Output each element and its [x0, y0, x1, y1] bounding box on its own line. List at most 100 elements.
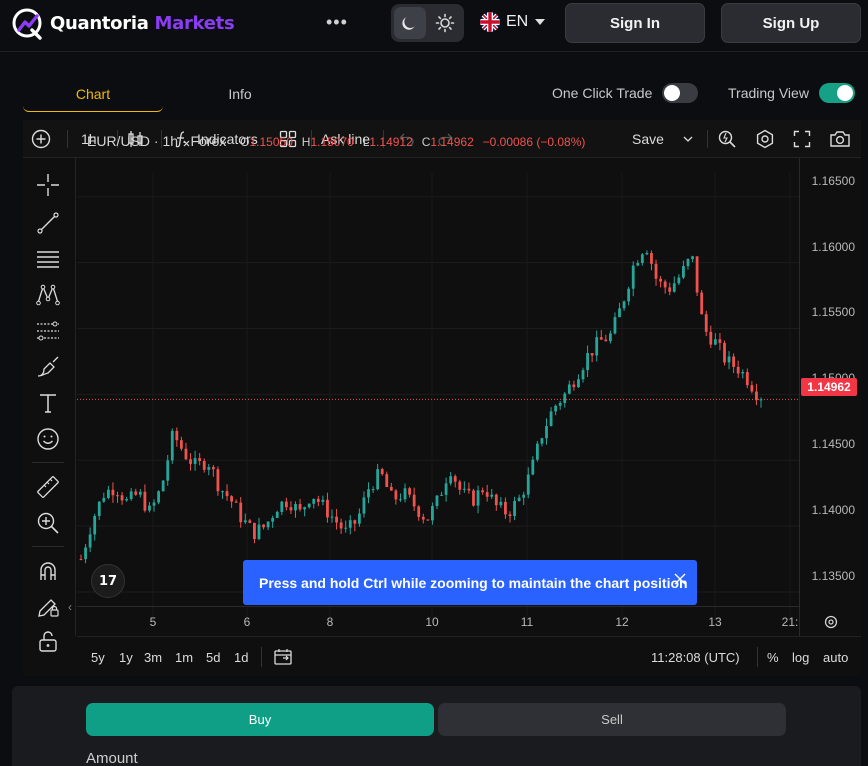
save-button[interactable]: Save: [632, 120, 664, 158]
range-1y[interactable]: 1y: [119, 650, 133, 665]
trading-view-switch[interactable]: [818, 83, 855, 103]
candle-body: [613, 317, 617, 334]
candle-body: [326, 499, 329, 518]
candle-body: [408, 488, 411, 495]
candle-body: [494, 494, 498, 506]
clock-time[interactable]: 11:28:08 (UTC): [651, 650, 740, 665]
tab-info[interactable]: Info: [228, 86, 252, 102]
axis-settings-icon[interactable]: [823, 614, 839, 635]
lock-drawings-tool[interactable]: [35, 594, 61, 620]
dark-mode-option[interactable]: [394, 7, 426, 39]
zoom-in-tool[interactable]: [35, 510, 61, 536]
candlestick-plot[interactable]: [77, 158, 799, 636]
collapse-toolbar-icon[interactable]: ‹: [68, 600, 72, 614]
candle-body: [526, 474, 530, 495]
fib-tool[interactable]: [35, 318, 61, 344]
candle-body: [120, 495, 124, 501]
price-axis[interactable]: 1.165001.160001.155001.150001.145001.140…: [799, 158, 861, 636]
candle-body: [590, 353, 594, 356]
percent-scale-toggle[interactable]: %: [767, 650, 779, 665]
light-mode-option[interactable]: [430, 7, 462, 39]
range-1m[interactable]: 1m: [175, 650, 194, 665]
candle-body: [134, 491, 138, 495]
log-scale-toggle[interactable]: log: [792, 650, 810, 665]
current-price-tag: 1.14962: [801, 378, 857, 396]
layouts-button[interactable]: [279, 120, 297, 158]
one-click-trade-switch[interactable]: [662, 83, 699, 103]
magnet-tool[interactable]: [35, 558, 61, 584]
plus-circle-icon: [31, 129, 51, 149]
range-3m[interactable]: 3m: [144, 650, 163, 665]
redo-button[interactable]: [437, 120, 453, 158]
candle-body: [189, 459, 192, 464]
candle-body: [458, 481, 462, 490]
ruler-tool[interactable]: [35, 474, 61, 500]
emoji-tool[interactable]: [35, 426, 61, 452]
undo-button[interactable]: [399, 120, 415, 158]
ruler-icon: [37, 476, 59, 498]
go-to-date-button[interactable]: [273, 647, 293, 670]
candle-body: [166, 460, 170, 481]
pattern-tool[interactable]: [35, 282, 61, 308]
x-tick-label: 8: [326, 615, 334, 629]
range-5d[interactable]: 5d: [206, 650, 221, 665]
camera-icon: [830, 131, 850, 147]
settings-button[interactable]: [755, 120, 775, 158]
interval-button[interactable]: 1h: [81, 131, 97, 147]
candle-body: [755, 391, 758, 401]
text-tool[interactable]: [35, 390, 61, 416]
trend-line-tool[interactable]: [35, 210, 61, 236]
language-selector[interactable]: EN: [480, 12, 546, 32]
crosshair-tool[interactable]: [35, 172, 61, 198]
fullscreen-button[interactable]: [793, 120, 811, 158]
candle-body: [111, 489, 115, 496]
crosshair-icon: [37, 174, 59, 196]
time-axis[interactable]: 5 6 8 10 11 12 13 21:: [77, 606, 799, 636]
horizontal-lines-tool[interactable]: [35, 246, 61, 272]
auto-scale-toggle[interactable]: auto: [823, 650, 849, 665]
sign-up-button[interactable]: Sign Up: [721, 3, 861, 43]
candle-body: [106, 489, 110, 498]
indicators-label: Indicators: [197, 131, 258, 147]
candle-body: [170, 430, 174, 461]
drawing-toolbar: [23, 158, 76, 636]
candle-body: [741, 372, 745, 374]
candle-body: [294, 504, 297, 511]
add-symbol-button[interactable]: [31, 120, 51, 158]
tab-chart[interactable]: Chart: [23, 76, 163, 112]
range-5y[interactable]: 5y: [91, 650, 105, 665]
chart-toolbar: 1h Indicators Ask line Save: [23, 120, 861, 158]
candle-body: [472, 490, 475, 506]
candle-body: [572, 384, 576, 388]
candle-body: [504, 501, 507, 515]
sign-in-button[interactable]: Sign In: [565, 3, 705, 43]
more-dots-icon[interactable]: •••: [326, 12, 348, 32]
brush-tool[interactable]: [35, 354, 61, 380]
range-1d[interactable]: 1d: [234, 650, 249, 665]
candle-body: [531, 459, 535, 475]
chart-type-button[interactable]: [127, 120, 145, 158]
candle-body: [211, 467, 215, 470]
open-value: 1.15050: [249, 135, 293, 149]
logo[interactable]: Quantoria Markets: [10, 6, 235, 40]
quick-search-button[interactable]: [717, 120, 737, 158]
unlock-icon[interactable]: [37, 630, 59, 657]
candle-body: [129, 491, 133, 500]
symbol-label[interactable]: EUR/USD · 1h · Forex: [87, 133, 227, 149]
save-menu-button[interactable]: [683, 120, 693, 158]
x-tick-label: 11: [520, 615, 534, 629]
candle-body: [508, 514, 512, 516]
amount-label: Amount: [86, 750, 138, 766]
theme-toggle[interactable]: [391, 4, 464, 42]
candle-body: [618, 308, 621, 318]
close-value: 1.14962: [430, 135, 474, 149]
ask-line-button[interactable]: Ask line: [321, 131, 371, 147]
indicators-button[interactable]: Indicators: [173, 120, 258, 158]
tradingview-logo[interactable]: 17: [91, 564, 125, 598]
sell-button[interactable]: Sell: [438, 703, 786, 736]
screenshot-button[interactable]: [829, 120, 851, 158]
candle-body: [513, 500, 516, 516]
close-icon[interactable]: [673, 572, 687, 586]
buy-button[interactable]: Buy: [86, 703, 434, 736]
one-click-trade-label: One Click Trade: [552, 85, 653, 101]
